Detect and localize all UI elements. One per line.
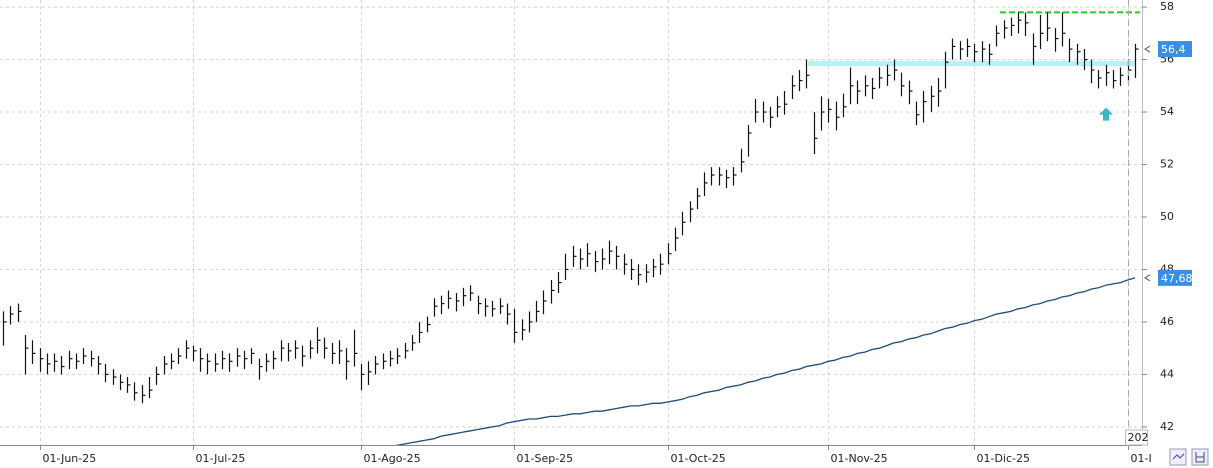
zoom-icon[interactable] xyxy=(1169,448,1187,466)
price-tag-label: 47,68 xyxy=(1161,272,1193,285)
x-tick-label: 01-I xyxy=(1131,452,1152,465)
price-tag-pointer xyxy=(1144,274,1151,282)
cursor-label: 202 xyxy=(1128,431,1149,444)
price-tag xyxy=(1158,269,1192,286)
price-tag-pointer xyxy=(1144,45,1151,53)
signal-arrow xyxy=(1099,107,1113,121)
x-tick-label: 01-Nov-25 xyxy=(831,452,888,465)
y-tick-label: 50 xyxy=(1160,210,1174,223)
y-tick-label: 44 xyxy=(1160,367,1174,380)
price-tag-label: 56,4 xyxy=(1161,43,1186,56)
y-tick-label: 52 xyxy=(1160,158,1174,171)
plot-area xyxy=(0,0,1142,445)
price-tag xyxy=(1158,41,1192,58)
x-tick-label: 01-Dic-25 xyxy=(977,452,1031,465)
y-tick-label: 58 xyxy=(1160,0,1174,13)
y-tick-label: 54 xyxy=(1160,105,1174,118)
zoom-glyph xyxy=(1172,453,1185,460)
x-tick-label: 01-Jun-25 xyxy=(43,452,97,465)
y-tick-label: 46 xyxy=(1160,315,1174,328)
x-tick-label: 01-Ago-25 xyxy=(364,452,421,465)
x-tick-label: 01-Sep-25 xyxy=(517,452,574,465)
support-band xyxy=(808,60,1135,67)
moving-average xyxy=(395,277,1136,445)
y-tick-label: 42 xyxy=(1160,420,1174,433)
toolbar-icons xyxy=(1169,448,1209,466)
x-tick-label: 01-Oct-25 xyxy=(671,452,726,465)
x-tick-label: 01-Jul-25 xyxy=(196,452,246,465)
save-glyph xyxy=(1195,452,1205,463)
cursor-box xyxy=(1125,429,1148,446)
